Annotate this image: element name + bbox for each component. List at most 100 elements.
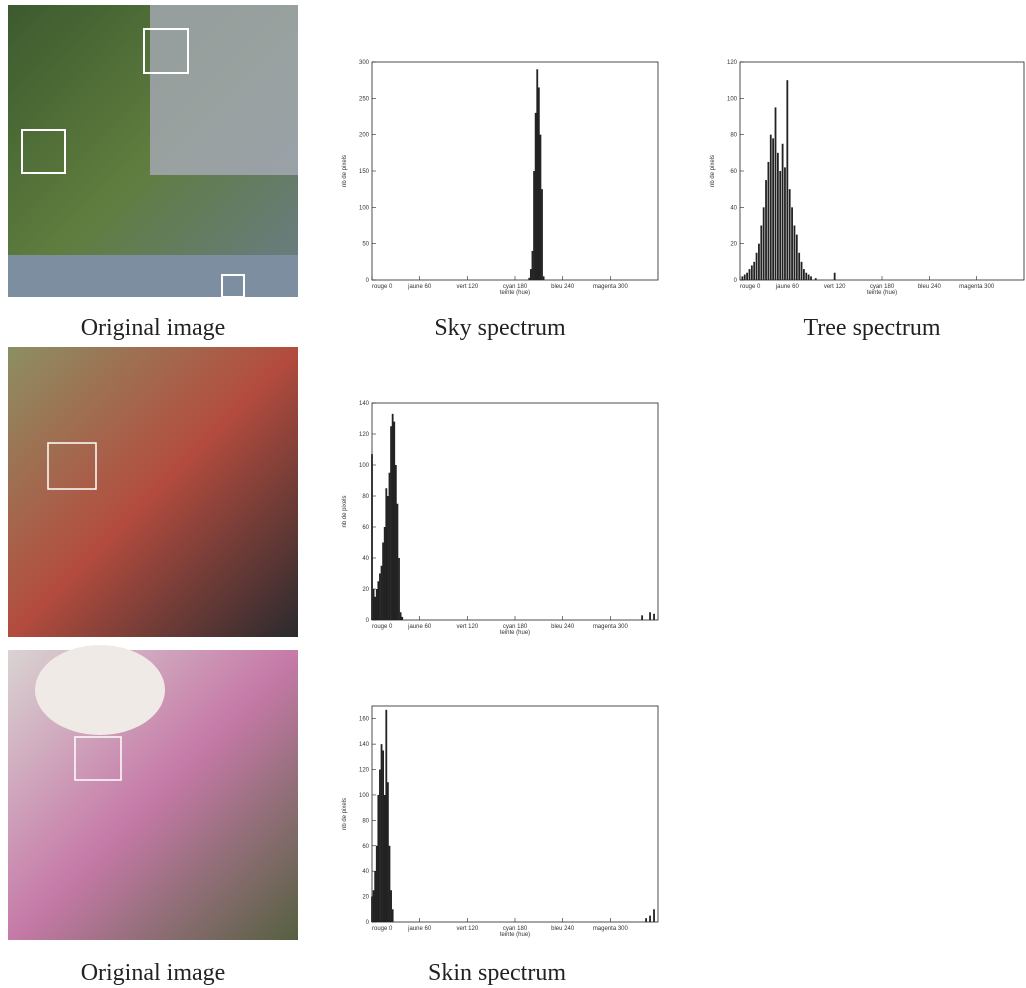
x-tick-label: magenta 300	[593, 926, 629, 932]
bar	[373, 589, 375, 620]
bar	[758, 244, 760, 280]
x-tick-label: jaune 60	[407, 926, 432, 932]
x-axis-label: teinte (hue)	[500, 932, 530, 938]
bar	[789, 189, 791, 280]
bar	[382, 750, 384, 922]
bar	[649, 916, 651, 922]
photo-portrait	[8, 347, 298, 637]
bar	[768, 162, 770, 280]
bar	[397, 504, 399, 620]
bar	[390, 426, 392, 620]
x-tick-label: jaune 60	[407, 624, 432, 630]
caption: Skin spectrum	[428, 960, 566, 986]
bar	[782, 144, 784, 280]
x-tick-label: bleu 240	[551, 284, 575, 290]
x-tick-label: vert 120	[456, 284, 478, 290]
y-tick-label: 20	[362, 895, 369, 901]
bar	[543, 276, 545, 280]
bar	[532, 251, 534, 280]
bar	[756, 253, 758, 280]
plot-frame	[372, 62, 658, 280]
bar	[373, 890, 375, 922]
y-tick-label: 140	[359, 401, 370, 407]
bar	[751, 265, 753, 280]
bar	[653, 909, 655, 922]
bar	[746, 273, 748, 280]
bar	[796, 235, 798, 280]
bar	[741, 276, 743, 280]
bar	[535, 113, 537, 280]
y-tick-label: 100	[359, 205, 370, 211]
bar	[815, 278, 817, 280]
x-axis-label: teinte (hue)	[500, 630, 530, 636]
bar	[775, 107, 777, 280]
caption: Tree spectrum	[803, 315, 940, 341]
bar	[649, 612, 651, 620]
y-axis-label: nb de pixels	[342, 155, 348, 187]
bar	[791, 207, 793, 280]
bar	[541, 189, 543, 280]
bar	[387, 496, 389, 620]
y-tick-label: 20	[362, 587, 369, 593]
bar	[389, 473, 391, 620]
x-tick-label: bleu 240	[551, 624, 575, 630]
y-tick-label: 0	[366, 278, 370, 284]
bar	[374, 597, 376, 620]
bar	[401, 617, 403, 620]
bar	[374, 871, 376, 922]
bar	[393, 422, 395, 620]
x-tick-label: magenta 300	[593, 284, 629, 290]
bar	[744, 275, 746, 280]
x-tick-label: jaune 60	[775, 284, 800, 290]
x-tick-label: bleu 240	[918, 284, 942, 290]
bar	[392, 909, 394, 922]
bar	[381, 744, 383, 922]
y-tick-label: 100	[359, 463, 370, 469]
x-tick-label: vert 120	[456, 624, 478, 630]
bar	[398, 558, 400, 620]
y-tick-label: 120	[727, 60, 738, 66]
bar	[528, 278, 530, 280]
y-tick-label: 60	[362, 844, 369, 850]
plot-frame	[372, 706, 658, 922]
caption: Original image	[81, 960, 226, 986]
bar	[379, 574, 381, 621]
bar	[538, 87, 540, 280]
y-tick-label: 60	[362, 525, 369, 531]
bar	[384, 795, 386, 922]
y-tick-label: 40	[730, 205, 737, 211]
bar	[387, 782, 389, 922]
bar	[772, 138, 774, 280]
caption: Sky spectrum	[434, 315, 566, 341]
y-tick-label: 120	[359, 768, 370, 774]
bar	[786, 80, 788, 280]
bar	[377, 795, 379, 922]
y-tick-label: 80	[362, 818, 369, 824]
bar	[779, 171, 781, 280]
y-tick-label: 200	[359, 133, 370, 139]
x-tick-label: rouge 0	[372, 926, 393, 932]
bar	[763, 207, 765, 280]
bar	[377, 581, 379, 620]
bar	[384, 527, 386, 620]
plot-frame	[372, 403, 658, 620]
bar	[381, 566, 383, 620]
y-tick-label: 160	[359, 717, 370, 723]
bar	[805, 273, 807, 280]
bar	[641, 615, 643, 620]
x-tick-label: vert 120	[824, 284, 846, 290]
photo-child	[8, 645, 298, 940]
bar	[760, 226, 762, 281]
y-tick-label: 0	[734, 278, 738, 284]
bar	[376, 846, 378, 922]
histogram: 020406080100120140rouge 0jaune 60vert 12…	[342, 401, 658, 636]
bar	[540, 135, 542, 280]
y-axis-label: nb de pixels	[342, 495, 348, 527]
bar	[533, 171, 535, 280]
bar	[810, 276, 812, 280]
bar	[770, 135, 772, 280]
y-tick-label: 100	[359, 793, 370, 799]
